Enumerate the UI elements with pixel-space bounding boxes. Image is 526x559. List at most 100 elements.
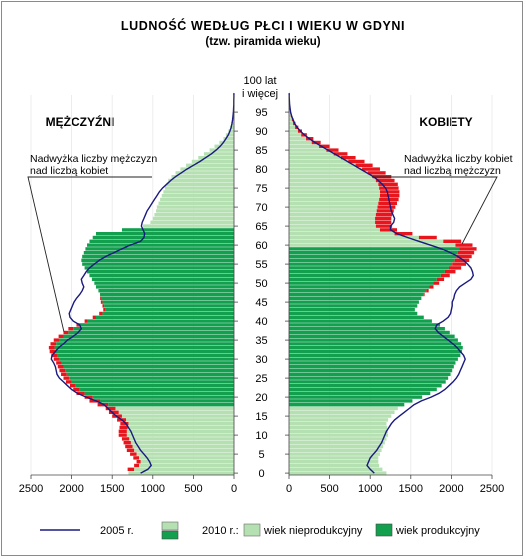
male-bar: [136, 452, 234, 456]
male-bar: [158, 201, 234, 205]
male-bar: [75, 384, 234, 388]
male-bar: [92, 235, 234, 240]
male-bar: [115, 406, 234, 411]
female-bar: [289, 129, 298, 133]
female-bar: [289, 110, 291, 114]
male-bar: [56, 353, 234, 357]
male-surplus-bar: [99, 311, 103, 316]
female-surplus-bar: [456, 254, 472, 259]
male-surplus-bar: [118, 433, 127, 437]
age-tick-label: 60: [255, 240, 267, 252]
x-tick-label: 1000: [358, 483, 382, 495]
age-tick-label: 10: [255, 430, 267, 442]
age-tick-label: 40: [255, 316, 267, 328]
female-surplus-bar: [319, 144, 330, 148]
male-bar: [84, 391, 234, 395]
female-bar: [289, 444, 384, 449]
male-bar: [66, 372, 234, 376]
male-bar: [154, 213, 234, 217]
male-bar: [108, 403, 234, 407]
female-surplus-bar: [355, 163, 373, 167]
male-bar: [69, 376, 234, 380]
female-bar: [289, 330, 450, 335]
male-surplus-bar: [126, 448, 135, 452]
female-bar: [289, 178, 376, 183]
female-bar: [289, 365, 454, 369]
male-bar: [61, 361, 234, 365]
annotation-female-surplus: Nadwyżka liczby kobiet nad liczbą mężczy…: [372, 153, 513, 245]
male-surplus-bar: [118, 429, 127, 433]
female-bar: [289, 437, 387, 441]
female-bar: [289, 148, 327, 152]
female-bar: [289, 159, 349, 164]
female-surplus-bar: [379, 186, 399, 190]
age-top-label-line2: i więcej: [242, 88, 278, 100]
male-surplus-bar: [123, 441, 131, 445]
male-bar: [134, 467, 234, 471]
x-tick-label: 500: [320, 483, 338, 495]
female-bar: [289, 471, 387, 475]
female-bar: [289, 410, 395, 414]
chart-title: LUDNOŚĆ WEDŁUG PŁCI I WIEKU W GDYNI: [121, 18, 405, 33]
male-surplus-bar: [76, 391, 85, 395]
legend-nonworking-swatch: [243, 523, 261, 537]
legend-working: wiek produkcyjny: [395, 525, 480, 537]
x-tick-label: 2500: [480, 483, 504, 495]
female-bar: [289, 289, 427, 293]
female-surplus-bar: [379, 190, 400, 194]
female-surplus-bar: [379, 194, 400, 198]
male-bar: [63, 334, 235, 338]
female-bar: [289, 114, 291, 118]
female-bar: [289, 266, 449, 270]
female-bar: [289, 224, 376, 228]
female-bar: [289, 463, 380, 468]
male-bar: [214, 144, 234, 148]
female-bar: [289, 194, 380, 198]
female-bar: [289, 247, 460, 251]
x-tick-label: 0: [286, 483, 292, 495]
female-bar: [289, 140, 312, 145]
female-bar: [289, 460, 379, 464]
male-bar: [95, 232, 235, 236]
male-surplus-bar: [103, 308, 106, 312]
female-bar: [289, 118, 292, 122]
female-bar: [289, 186, 380, 190]
female-bar: [289, 372, 451, 376]
female-bar: [289, 182, 379, 186]
male-bar: [229, 125, 234, 129]
male-surplus-bar: [84, 395, 93, 399]
male-bar: [59, 338, 234, 342]
axes: [31, 95, 492, 476]
age-tick-label: 50: [255, 278, 267, 290]
female-surplus-bar: [455, 243, 473, 247]
male-surplus-bar: [119, 425, 128, 430]
female-bar: [289, 380, 446, 384]
female-bar: [289, 209, 377, 213]
female-surplus-bar: [375, 220, 392, 224]
female-bar: [289, 349, 462, 354]
male-bar: [121, 228, 234, 232]
age-tick-label: 95: [255, 107, 267, 119]
female-bar: [289, 414, 392, 418]
female-bar: [289, 220, 376, 224]
age-tick-label: 55: [255, 259, 267, 271]
annotation-male-surplus: Nadwyżka liczby mężczyzn nad liczbą kobi…: [27, 153, 157, 333]
male-bar: [223, 137, 234, 141]
annotation-female-line1: Nadwyżka liczby kobiet: [404, 153, 513, 165]
male-bar: [85, 247, 235, 251]
x-ticks: 2500 2000 1500 1000 500 0 0 500 1000 1500 2000 2500: [19, 475, 504, 495]
male-bar: [168, 178, 234, 183]
female-bar: [289, 133, 302, 137]
female-bar: [289, 399, 413, 403]
male-bar: [105, 308, 234, 312]
male-surplus-bar: [102, 304, 105, 308]
female-bar: [289, 228, 380, 232]
annotation-female-line2: nad liczbą mężczyzn: [404, 165, 501, 177]
male-bar: [100, 292, 235, 297]
x-tick-label: 2500: [19, 483, 43, 495]
female-surplus-bar: [436, 277, 445, 281]
female-bar: [289, 319, 432, 323]
female-bar: [289, 395, 423, 399]
legend-2010: 2010 r.:: [202, 525, 239, 537]
male-surplus-bar: [69, 384, 76, 388]
